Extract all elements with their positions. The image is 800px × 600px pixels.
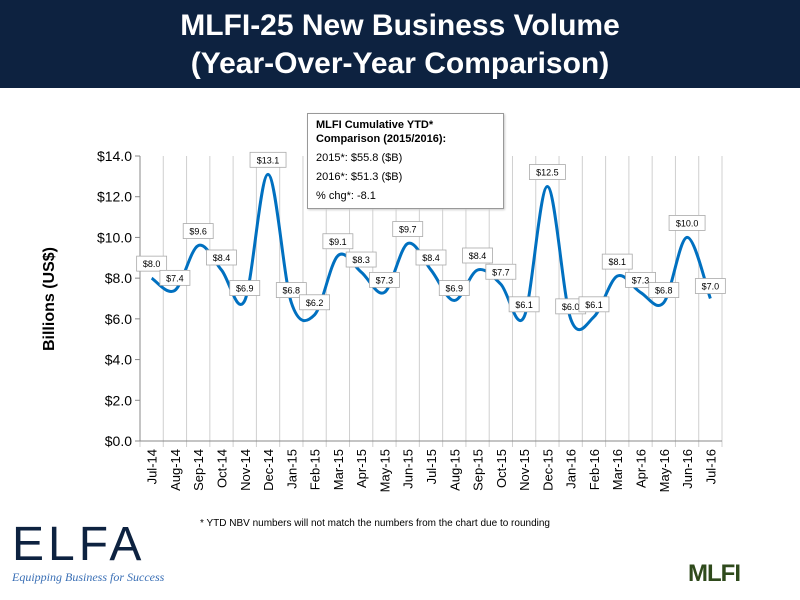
x-tick-label: Jan-16 bbox=[564, 449, 579, 489]
data-label: $6.8 bbox=[283, 286, 301, 296]
y-tick-label: $2.0 bbox=[105, 392, 132, 408]
data-label-box bbox=[159, 269, 191, 286]
data-label: $13.1 bbox=[257, 155, 280, 165]
data-label: $9.7 bbox=[399, 225, 417, 235]
data-label-box bbox=[578, 296, 610, 313]
data-label: $7.3 bbox=[632, 275, 650, 285]
y-tick-label: $10.0 bbox=[97, 229, 132, 245]
x-tick-label: Nov-14 bbox=[238, 449, 253, 491]
callout-title-1: MLFI Cumulative YTD* bbox=[316, 119, 434, 131]
elfa-logo-text: ELFA bbox=[12, 518, 146, 571]
data-label: $6.1 bbox=[515, 300, 533, 310]
data-label-box bbox=[299, 294, 331, 311]
y-tick-label: $8.0 bbox=[105, 270, 132, 286]
data-label-box bbox=[229, 280, 261, 296]
data-label: $6.1 bbox=[585, 300, 603, 310]
data-label: $7.4 bbox=[166, 273, 184, 283]
x-tick-label: Jun-15 bbox=[401, 449, 416, 489]
data-label-box bbox=[369, 271, 400, 288]
x-tick-label: Sep-14 bbox=[191, 449, 206, 491]
x-tick-label: Jul-14 bbox=[145, 449, 160, 484]
x-tick-label: May-15 bbox=[377, 449, 392, 492]
data-label-box bbox=[648, 282, 680, 298]
x-tick-label: Oct-14 bbox=[214, 449, 229, 488]
data-label-box bbox=[322, 233, 354, 250]
data-label: $8.4 bbox=[213, 253, 231, 263]
x-tick-label: May-16 bbox=[657, 449, 672, 492]
x-tick-label: Mar-16 bbox=[610, 449, 625, 490]
data-label-box bbox=[136, 255, 168, 272]
data-label: $8.4 bbox=[469, 251, 487, 261]
y-tick-label: $6.0 bbox=[105, 311, 132, 327]
y-tick-label: $0.0 bbox=[105, 433, 132, 449]
title-line-2: (Year-Over-Year Comparison) bbox=[190, 47, 610, 80]
x-tick-label: Sep-15 bbox=[471, 449, 486, 491]
line-chart: $0.0 $2.0 $4.0 $6.0 $8.0 $10.0 $12.0 $14.0 Jul-1… bbox=[97, 148, 726, 492]
data-label: $6.9 bbox=[236, 284, 254, 294]
data-label-box bbox=[392, 221, 424, 237]
x-tick-label: Jan-15 bbox=[284, 449, 299, 489]
x-tick-label: Nov-15 bbox=[517, 449, 532, 491]
x-tick-label: Oct-15 bbox=[494, 449, 509, 488]
data-label: $7.0 bbox=[702, 282, 720, 292]
elfa-tagline: Equipping Business for Success bbox=[12, 570, 165, 584]
data-label: $6.8 bbox=[655, 286, 673, 296]
x-tick-label: Dec-14 bbox=[261, 449, 276, 491]
callout-pct-change: % chg*: -8.1 bbox=[316, 190, 376, 202]
data-label-box bbox=[508, 296, 540, 313]
data-label: $12.5 bbox=[536, 168, 559, 178]
x-tick-label: Apr-15 bbox=[354, 449, 369, 488]
title-line-1: MLFI-25 New Business Volume bbox=[180, 9, 620, 42]
x-tick-label: Feb-16 bbox=[587, 449, 602, 490]
data-label-box bbox=[415, 249, 447, 266]
data-label-box bbox=[601, 253, 633, 270]
data-label-box bbox=[275, 282, 307, 298]
data-label: $7.7 bbox=[492, 267, 510, 277]
data-label-box bbox=[625, 271, 656, 288]
ytd-callout: MLFI Cumulative YTD* Comparison (2015/20… bbox=[307, 113, 504, 209]
elfa-logo: ELFA Equipping Business for Success bbox=[12, 518, 165, 585]
data-label: $9.1 bbox=[329, 237, 347, 247]
data-label: $8.3 bbox=[352, 255, 370, 265]
data-label: $9.6 bbox=[189, 227, 207, 237]
data-label: $8.4 bbox=[422, 253, 440, 263]
x-tick-label: Mar-15 bbox=[331, 449, 346, 490]
data-label-box bbox=[529, 164, 566, 180]
footnote: * YTD NBV numbers will not match the num… bbox=[200, 518, 550, 529]
data-label-box bbox=[485, 263, 517, 280]
callout-2015: 2015*: $55.8 ($B) bbox=[316, 152, 403, 164]
page-header: MLFI-25 New Business Volume (Year-Over-Y… bbox=[0, 0, 800, 88]
data-label-box bbox=[182, 223, 214, 239]
x-tick-label: Dec-15 bbox=[540, 449, 555, 491]
x-tick-label: Apr-16 bbox=[634, 449, 649, 488]
data-label: $10.0 bbox=[676, 218, 699, 228]
data-label: $8.0 bbox=[143, 259, 161, 269]
data-label-box bbox=[668, 215, 706, 231]
mlfi-logo: MLFI bbox=[688, 560, 741, 587]
callout-2016: 2016*: $51.3 ($B) bbox=[316, 171, 403, 183]
x-tick-label: Jul-16 bbox=[703, 449, 718, 484]
y-tick-label: $12.0 bbox=[97, 189, 132, 205]
data-label: $6.2 bbox=[306, 298, 324, 308]
data-label-box bbox=[694, 278, 726, 294]
y-tick-label: $14.0 bbox=[97, 148, 132, 164]
data-label: $8.1 bbox=[608, 257, 626, 267]
data-label-box bbox=[438, 280, 470, 296]
x-tick-label: Aug-14 bbox=[168, 449, 183, 491]
y-tick-label: $4.0 bbox=[105, 352, 132, 368]
callout-title-2: Comparison (2015/2016): bbox=[316, 133, 447, 145]
data-label-box bbox=[345, 251, 377, 268]
data-label-box bbox=[249, 151, 287, 168]
data-label: $6.9 bbox=[446, 284, 464, 294]
data-label: $6.0 bbox=[562, 302, 580, 312]
y-axis-label: Billions (US$) bbox=[41, 247, 58, 352]
x-tick-label: Jun-16 bbox=[680, 449, 695, 489]
x-tick-label: Feb-15 bbox=[308, 449, 323, 490]
x-tick-label: Aug-15 bbox=[447, 449, 462, 491]
data-label: $7.3 bbox=[376, 275, 394, 285]
data-label-box bbox=[206, 249, 237, 266]
x-tick-label: Jul-15 bbox=[424, 449, 439, 484]
data-label-box bbox=[462, 247, 493, 264]
